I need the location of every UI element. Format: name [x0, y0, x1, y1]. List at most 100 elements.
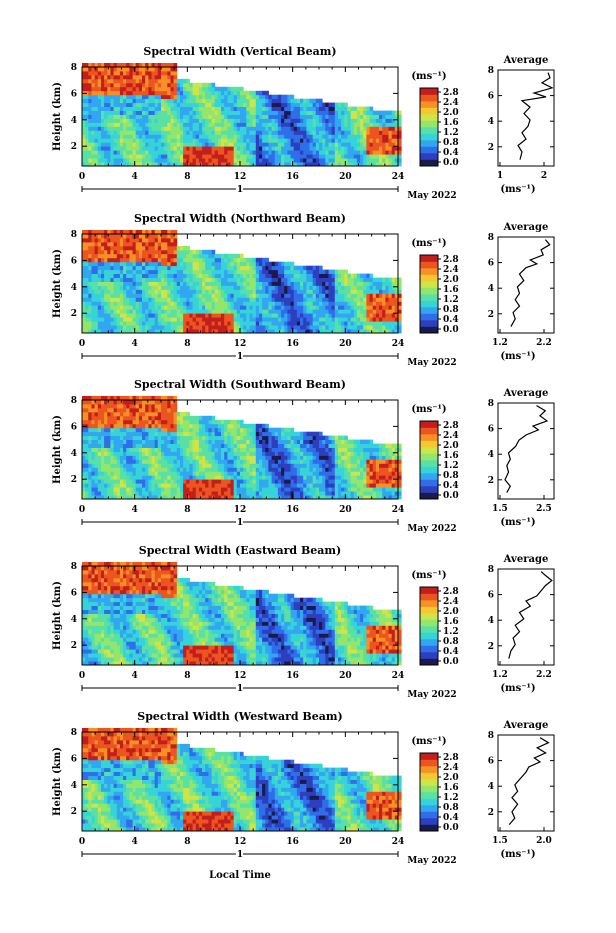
heatmap-cell	[227, 289, 231, 293]
heatmap-cell	[325, 317, 329, 321]
heatmap-cell	[107, 444, 111, 448]
heatmap-cell	[145, 242, 149, 246]
heatmap-cell	[180, 142, 184, 146]
heatmap-cell	[354, 321, 358, 325]
heatmap-cell	[240, 286, 244, 290]
avg-x-tick-label: 2.2	[536, 338, 552, 348]
heatmap-cell	[142, 289, 146, 293]
heatmap-cell	[183, 158, 187, 162]
heatmap-cell	[139, 242, 143, 246]
heatmap-cell	[275, 134, 279, 138]
heatmap-cell	[164, 75, 168, 79]
heatmap-cell	[129, 293, 133, 297]
heatmap-cell	[218, 130, 222, 134]
heatmap-cell	[136, 266, 140, 270]
heatmap-cell	[133, 122, 137, 126]
heatmap-cell	[306, 325, 310, 329]
heatmap-cell	[316, 107, 320, 111]
heatmap-cell	[148, 122, 152, 126]
heatmap-cell	[300, 321, 304, 325]
heatmap-cell	[148, 444, 152, 448]
heatmap-cell	[95, 266, 99, 270]
heatmap-cell	[155, 278, 159, 282]
heatmap-cell	[158, 412, 162, 416]
heatmap-cell	[136, 130, 140, 134]
heatmap-cell	[373, 289, 377, 293]
heatmap-cell	[133, 134, 137, 138]
heatmap-cell	[107, 238, 111, 242]
heatmap-cell	[246, 95, 250, 99]
heatmap-cell	[186, 154, 190, 158]
heatmap-cell	[186, 321, 190, 325]
heatmap-cell	[227, 158, 231, 162]
heatmap-cell	[123, 95, 127, 99]
heatmap-cell	[139, 487, 143, 491]
heatmap-cell	[101, 491, 105, 495]
heatmap-cell	[133, 408, 137, 412]
heatmap-cell	[152, 99, 156, 103]
heatmap-cell	[88, 119, 92, 123]
heatmap-cell	[171, 270, 175, 274]
heatmap-cell	[205, 258, 209, 262]
heatmap-cell	[256, 301, 260, 305]
heatmap-cell	[322, 297, 326, 301]
heatmap-cell	[297, 138, 301, 142]
heatmap-cell	[145, 459, 149, 463]
heatmap-cell	[313, 282, 317, 286]
heatmap-cell	[180, 79, 184, 83]
heatmap-cell	[101, 258, 105, 262]
heatmap-cell	[319, 134, 323, 138]
heatmap-cell	[104, 400, 108, 404]
heatmap-cell	[95, 491, 99, 495]
heatmap-cell	[363, 305, 367, 309]
heatmap-cell	[101, 134, 105, 138]
heatmap-cell	[262, 119, 266, 123]
heatmap-cell	[268, 111, 272, 115]
heatmap-cell	[218, 301, 222, 305]
heatmap-cell	[366, 150, 370, 154]
heatmap-cell	[357, 158, 361, 162]
heatmap-cell	[224, 309, 228, 313]
heatmap-cell	[325, 134, 329, 138]
heatmap-cell	[98, 282, 102, 286]
heatmap-cell	[347, 158, 351, 162]
heatmap-cell	[126, 408, 130, 412]
heatmap-cell	[272, 297, 276, 301]
heatmap-cell	[117, 420, 121, 424]
heatmap-cell	[189, 154, 193, 158]
heatmap-cell	[281, 321, 285, 325]
heatmap-cell	[287, 297, 291, 301]
heatmap-cell	[338, 278, 342, 282]
heatmap-cell	[139, 309, 143, 313]
heatmap-cell	[259, 134, 263, 138]
heatmap-cell	[114, 142, 118, 146]
heatmap-cell	[202, 317, 206, 321]
heatmap-cell	[221, 301, 225, 305]
heatmap-cell	[107, 75, 111, 79]
heatmap-cell	[237, 301, 241, 305]
heatmap-cell	[341, 130, 345, 134]
heatmap-cell	[104, 274, 108, 278]
heatmap-cell	[123, 325, 127, 329]
heatmap-cell	[92, 420, 96, 424]
heatmap-cell	[142, 238, 146, 242]
heatmap-cell	[123, 491, 127, 495]
heatmap-cell	[272, 154, 276, 158]
heatmap-cell	[136, 293, 140, 297]
heatmap-cell	[196, 103, 200, 107]
heatmap-cell	[85, 400, 89, 404]
heatmap-cell	[250, 313, 254, 317]
heatmap-cell	[186, 301, 190, 305]
heatmap-cell	[136, 107, 140, 111]
heatmap-cell	[208, 154, 212, 158]
heatmap-cell	[215, 95, 219, 99]
heatmap-cell	[117, 107, 121, 111]
heatmap-cell	[256, 158, 260, 162]
heatmap-cell	[145, 154, 149, 158]
heatmap-cell	[177, 250, 181, 254]
heatmap-cell	[158, 467, 162, 471]
heatmap-cell	[243, 270, 247, 274]
heatmap-cell	[123, 286, 127, 290]
heatmap-cell	[291, 301, 295, 305]
heatmap-cell	[373, 142, 377, 146]
